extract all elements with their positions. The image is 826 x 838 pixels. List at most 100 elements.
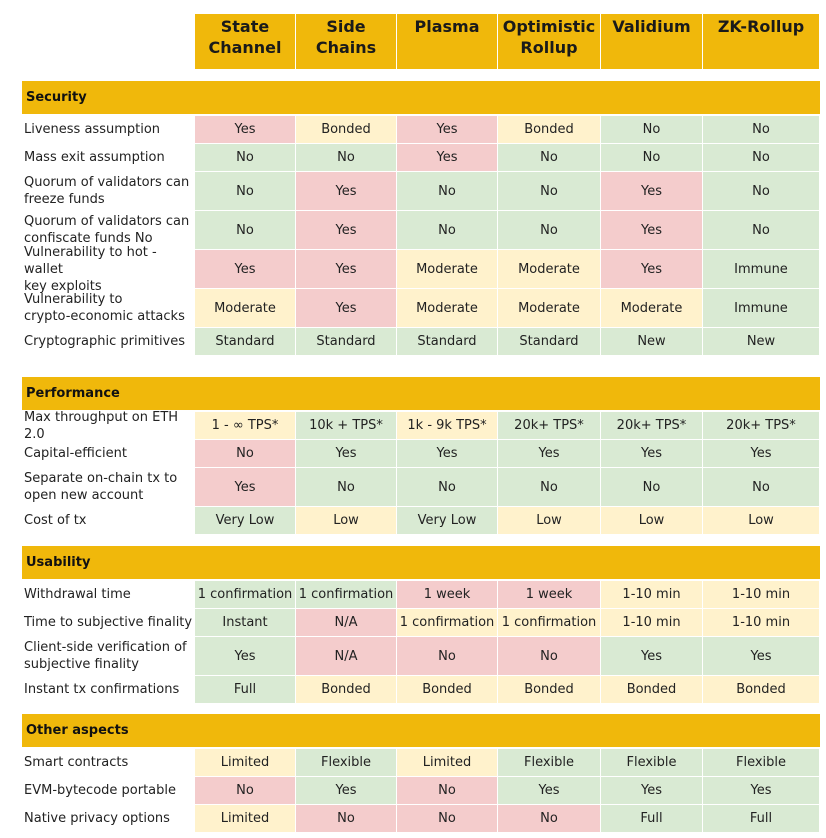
table-cell: Yes (601, 637, 702, 675)
table-cell: 1 confirmation (397, 609, 497, 636)
table-cell: 1 week (498, 581, 600, 608)
table-cell: Bonded (296, 676, 396, 703)
table-cell: No (498, 637, 600, 675)
table-cell: 1-10 min (601, 609, 702, 636)
table-cell: Yes (703, 637, 819, 675)
table-cell: Standard (498, 328, 600, 355)
table-cell: Moderate (397, 289, 497, 327)
row-label: Quorum of validators can freeze funds (24, 175, 190, 207)
table-cell: No (601, 144, 702, 171)
table-cell: Bonded (296, 116, 396, 143)
table-cell: Flexible (703, 749, 819, 776)
column-header-validium: Validium (601, 14, 702, 69)
table-cell: Yes (195, 116, 295, 143)
table-cell: N/A (296, 609, 396, 636)
table-cell: New (703, 328, 819, 355)
table-cell: No (498, 805, 600, 832)
row-label: Client-side verification of subjective f… (24, 640, 187, 672)
table-cell: No (498, 211, 600, 249)
table-cell: No (601, 468, 702, 506)
table-cell: 1 week (397, 581, 497, 608)
table-cell: No (195, 211, 295, 249)
table-cell: Full (703, 805, 819, 832)
table-cell: Yes (397, 440, 497, 467)
row-label: Vulnerability to hot -wallet key exploit… (24, 244, 157, 294)
table-cell: Standard (397, 328, 497, 355)
table-cell: No (703, 211, 819, 249)
table-cell: Low (296, 507, 396, 534)
table-cell: Yes (498, 777, 600, 804)
table-cell: Very Low (195, 507, 295, 534)
table-cell: 1-10 min (703, 609, 819, 636)
table-cell: 1k - 9k TPS* (397, 412, 497, 439)
table-cell: Moderate (601, 289, 702, 327)
table-cell: Bonded (397, 676, 497, 703)
table-cell: 20k+ TPS* (498, 412, 600, 439)
table-cell: Yes (296, 289, 396, 327)
table-cell: No (498, 144, 600, 171)
table-cell: No (703, 116, 819, 143)
table-cell: Yes (296, 777, 396, 804)
table-cell: Full (601, 805, 702, 832)
table-cell: Yes (601, 250, 702, 288)
row-label: Mass exit assumption (24, 150, 165, 165)
table-cell: No (195, 172, 295, 210)
row-label: Withdrawal time (24, 587, 131, 602)
table-cell: Bonded (601, 676, 702, 703)
table-cell: Yes (296, 250, 396, 288)
table-cell: Instant (195, 609, 295, 636)
column-header-plasma: Plasma (397, 14, 497, 69)
row-label: Smart contracts (24, 755, 129, 770)
table-cell: Limited (195, 749, 295, 776)
table-cell: Flexible (601, 749, 702, 776)
table-cell: 1 confirmation (195, 581, 295, 608)
row-label: Time to subjective finality (24, 615, 193, 630)
table-cell: Moderate (498, 250, 600, 288)
table-cell: Low (601, 507, 702, 534)
table-cell: Yes (601, 172, 702, 210)
table-cell: Bonded (498, 676, 600, 703)
table-cell: Yes (397, 144, 497, 171)
table-cell: Moderate (498, 289, 600, 327)
table-cell: Low (703, 507, 819, 534)
table-cell: No (703, 172, 819, 210)
table-cell: No (397, 468, 497, 506)
table-cell: Yes (703, 777, 819, 804)
table-cell: No (601, 116, 702, 143)
table-cell: Yes (397, 116, 497, 143)
table-cell: Yes (296, 211, 396, 249)
table-cell: Moderate (397, 250, 497, 288)
table-cell: No (397, 805, 497, 832)
table-cell: Yes (296, 440, 396, 467)
table-cell: Low (498, 507, 600, 534)
row-label: Quorum of validators can confiscate fund… (24, 214, 190, 246)
row-label: Instant tx confirmations (24, 682, 180, 697)
table-cell: Immune (703, 250, 819, 288)
row-label: Cryptographic primitives (24, 334, 186, 349)
table-cell: Yes (195, 637, 295, 675)
table-cell: Bonded (703, 676, 819, 703)
table-cell: No (498, 172, 600, 210)
table-cell: 1 confirmation (296, 581, 396, 608)
column-header-state-channel: State Channel (195, 14, 295, 69)
table-cell: No (397, 172, 497, 210)
table-cell: Flexible (296, 749, 396, 776)
table-cell: No (397, 777, 497, 804)
table-cell: Limited (397, 749, 497, 776)
row-label: Liveness assumption (24, 122, 161, 137)
table-cell: Immune (703, 289, 819, 327)
table-cell: No (195, 777, 295, 804)
section-header-other-aspects: Other aspects (22, 714, 820, 747)
column-header-optimistic-rollup: Optimistic Rollup (498, 14, 600, 69)
table-cell: No (397, 211, 497, 249)
table-cell: No (703, 144, 819, 171)
row-label: Max throughput on ETH 2.0 (24, 409, 179, 442)
table-cell: Limited (195, 805, 295, 832)
column-header-side-chains: Side Chains (296, 14, 396, 69)
table-cell: Yes (601, 777, 702, 804)
table-cell: No (296, 468, 396, 506)
table-cell: Yes (498, 440, 600, 467)
table-cell: No (296, 805, 396, 832)
table-cell: 1-10 min (601, 581, 702, 608)
